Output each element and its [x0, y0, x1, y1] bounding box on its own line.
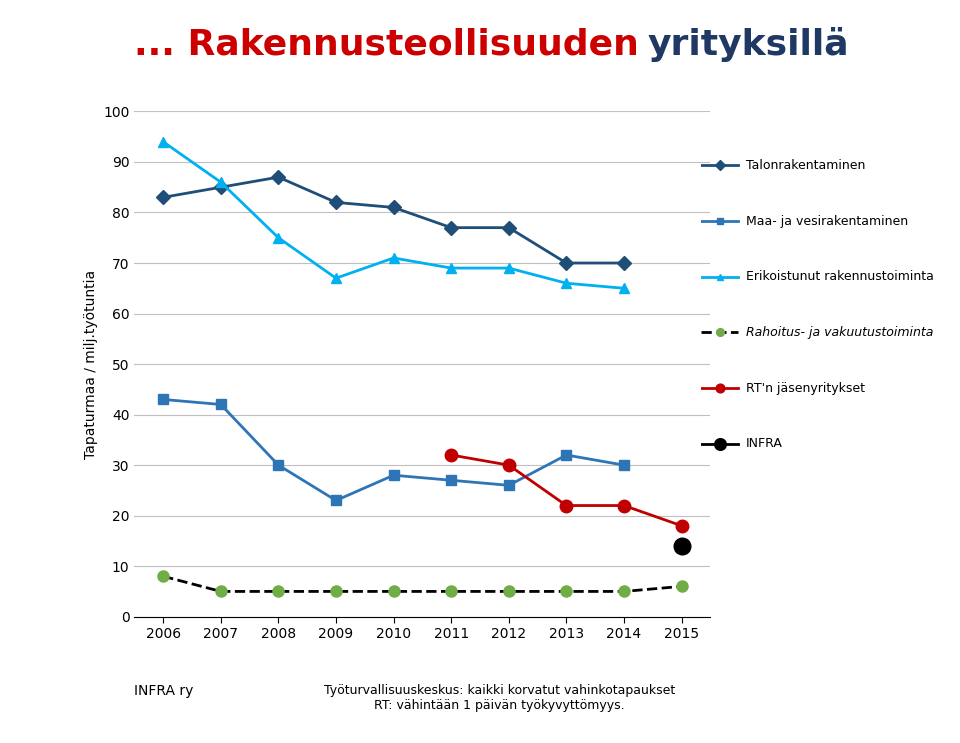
Text: RT'n jäsenyritykset: RT'n jäsenyritykset [746, 382, 865, 395]
Text: Erikoistunut rakennustoiminta: Erikoistunut rakennustoiminta [746, 270, 934, 283]
Text: INFRA ry: INFRA ry [134, 684, 194, 698]
Text: ... Rakennusteollisuuden: ... Rakennusteollisuuden [134, 27, 652, 62]
Text: Maa- ja vesirakentaminen: Maa- ja vesirakentaminen [746, 215, 908, 227]
Text: Talonrakentaminen: Talonrakentaminen [746, 159, 865, 172]
Text: yrityksillä: yrityksillä [648, 27, 850, 62]
Text: INFRA: INFRA [746, 438, 782, 450]
Text: Rahoitus- ja vakuutustoiminta: Rahoitus- ja vakuutustoiminta [746, 326, 933, 339]
Y-axis label: Tapaturmaa / milj.työtuntia: Tapaturmaa / milj.työtuntia [84, 270, 98, 458]
Text: Työturvallisuuskeskus: kaikki korvatut vahinkotapaukset
RT: vähintään 1 päivän t: Työturvallisuuskeskus: kaikki korvatut v… [324, 684, 675, 712]
